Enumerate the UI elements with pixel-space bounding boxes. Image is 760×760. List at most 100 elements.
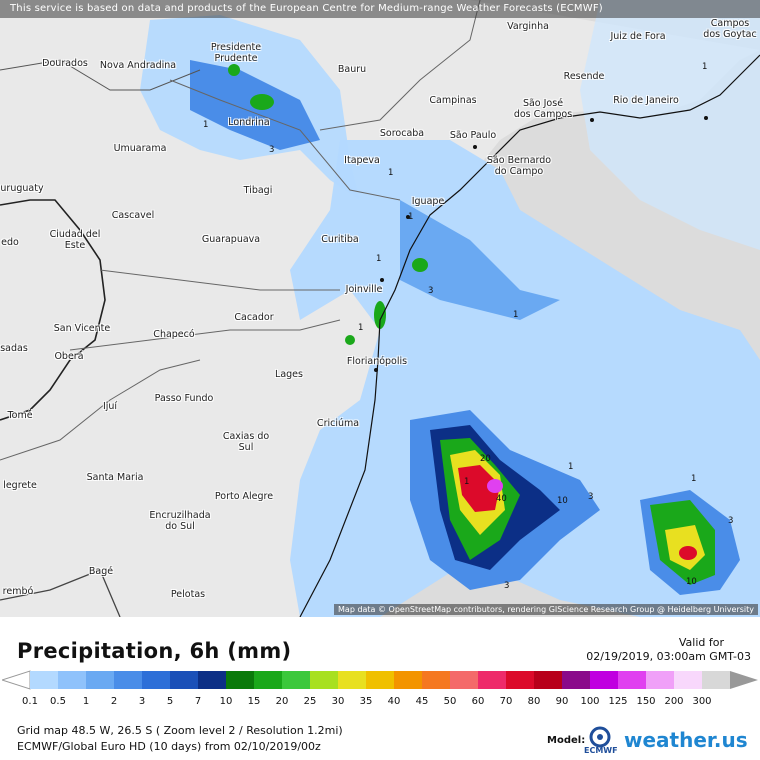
scale-swatch bbox=[478, 671, 506, 689]
contour-label: 3 bbox=[269, 145, 275, 155]
contour-label: 3 bbox=[504, 581, 510, 591]
country-border-2 bbox=[0, 569, 121, 617]
city-sao-jose[interactable]: São José dos Campos bbox=[513, 98, 573, 120]
contour-label: 10 bbox=[557, 496, 568, 506]
scale-swatch bbox=[562, 671, 590, 689]
city-rembo[interactable]: rembó bbox=[2, 586, 34, 597]
city-caxias[interactable]: Caxias do Sul bbox=[222, 431, 270, 453]
scale-swatch bbox=[86, 671, 114, 689]
contour-label: 3 bbox=[588, 492, 594, 502]
contour-label: 1 bbox=[691, 474, 697, 484]
green-cell-floripa bbox=[345, 335, 355, 345]
scale-arrow-left bbox=[2, 670, 31, 690]
city-tome[interactable]: Tomé bbox=[7, 410, 33, 421]
city-sao-paulo[interactable]: São Paulo bbox=[449, 130, 497, 141]
city-juiz-de-fora[interactable]: Juiz de Fora bbox=[610, 31, 666, 42]
scale-swatch bbox=[618, 671, 646, 689]
city-santa-maria[interactable]: Santa Maria bbox=[86, 472, 144, 483]
green-cell-coast bbox=[412, 258, 428, 272]
scale-swatch bbox=[226, 671, 254, 689]
city-bauru[interactable]: Bauru bbox=[337, 64, 367, 75]
city-campinas[interactable]: Campinas bbox=[429, 95, 477, 106]
city-resende[interactable]: Resende bbox=[563, 71, 605, 82]
city-cacador[interactable]: Cacador bbox=[234, 312, 274, 323]
contour-label: 1 bbox=[408, 212, 414, 222]
scale-swatch bbox=[254, 671, 282, 689]
city-obera[interactable]: Oberá bbox=[54, 351, 84, 362]
scale-tick-label: 45 bbox=[415, 696, 429, 707]
city-ciudad-del-este[interactable]: Ciudad del Este bbox=[49, 229, 101, 251]
green-cell-londrina bbox=[250, 94, 274, 110]
city-florianopolis[interactable]: Florianópolis bbox=[346, 356, 408, 367]
city-umuarama[interactable]: Umuarama bbox=[113, 143, 167, 154]
city-itapeva[interactable]: Itapeva bbox=[344, 155, 380, 166]
scale-tick-label: 0.1 bbox=[22, 696, 38, 707]
storm2-core bbox=[679, 546, 697, 560]
city-dot bbox=[473, 145, 477, 149]
city-sadas[interactable]: sadas bbox=[0, 343, 28, 354]
scale-swatch bbox=[674, 671, 702, 689]
city-tibagi[interactable]: Tibagi bbox=[243, 185, 273, 196]
storm-ring-4 bbox=[458, 465, 500, 512]
country-border-1 bbox=[0, 199, 106, 421]
contour-label: 20 bbox=[480, 454, 491, 464]
map-attribution[interactable]: Map data © OpenStreetMap contributors, r… bbox=[334, 604, 758, 615]
scale-tick-label: 15 bbox=[247, 696, 261, 707]
scale-swatch bbox=[338, 671, 366, 689]
model-run-info: ECMWF/Global Euro HD (10 days) from 02/1… bbox=[17, 740, 321, 753]
weather-us-logo[interactable]: weather.us bbox=[624, 728, 748, 752]
rain-band-1 bbox=[400, 200, 560, 320]
city-uruguaty[interactable]: uruguaty bbox=[0, 183, 44, 194]
scale-swatch bbox=[310, 671, 338, 689]
city-criciuma[interactable]: Criciúma bbox=[316, 418, 360, 429]
scale-swatch bbox=[506, 671, 534, 689]
scale-tick-label: 7 bbox=[194, 696, 202, 707]
contour-label: 1 bbox=[358, 323, 364, 333]
scale-arrow-right bbox=[730, 671, 758, 689]
city-joinville[interactable]: Joinville bbox=[345, 284, 383, 295]
city-dot bbox=[704, 116, 708, 120]
city-dourados[interactable]: Dourados bbox=[42, 58, 88, 69]
scale-tick-label: 35 bbox=[359, 696, 373, 707]
contour-label: 3 bbox=[728, 516, 734, 526]
scale-swatch bbox=[170, 671, 198, 689]
city-sorocaba[interactable]: Sorocaba bbox=[379, 128, 425, 139]
scale-swatch bbox=[450, 671, 478, 689]
ecmwf-logo-icon bbox=[589, 726, 611, 748]
city-legrete[interactable]: legrete bbox=[3, 480, 37, 491]
grid-info: Grid map 48.5 W, 26.5 S ( Zoom level 2 /… bbox=[17, 724, 343, 737]
precipitation-map[interactable]: This service is based on data and produc… bbox=[0, 0, 760, 617]
city-londrina[interactable]: Londrina bbox=[228, 117, 270, 128]
city-presidente-prudente[interactable]: Presidente Prudente bbox=[210, 42, 262, 64]
city-encruzilhada[interactable]: Encruzilhada do Sul bbox=[149, 510, 211, 532]
city-lages[interactable]: Lages bbox=[275, 369, 303, 380]
city-iguape[interactable]: Iguape bbox=[411, 196, 445, 207]
scale-tick-label: 125 bbox=[608, 696, 628, 707]
city-bage[interactable]: Bagé bbox=[88, 566, 114, 577]
contour-label: 1 bbox=[376, 254, 382, 264]
city-san-vicente[interactable]: San Vicente bbox=[53, 323, 111, 334]
city-edo[interactable]: edo bbox=[1, 237, 19, 248]
city-curitiba[interactable]: Curitiba bbox=[321, 234, 359, 245]
city-campos[interactable]: Campos dos Goytac bbox=[703, 18, 757, 40]
city-rio[interactable]: Rio de Janeiro bbox=[613, 95, 679, 106]
scale-swatch bbox=[282, 671, 310, 689]
city-ijui[interactable]: Ijuí bbox=[102, 401, 118, 412]
scale-swatch bbox=[394, 671, 422, 689]
green-cell-joinville bbox=[374, 301, 386, 329]
city-cascavel[interactable]: Cascavel bbox=[111, 210, 155, 221]
contour-label: 1 bbox=[203, 120, 209, 130]
city-sao-bernardo[interactable]: São Bernardo do Campo bbox=[486, 155, 552, 177]
storm-core bbox=[487, 479, 503, 493]
city-guarapuava[interactable]: Guarapuava bbox=[201, 234, 261, 245]
city-nova-andradina[interactable]: Nova Andradina bbox=[99, 60, 177, 71]
scale-tick-label: 40 bbox=[387, 696, 401, 707]
state-border-4 bbox=[0, 359, 201, 461]
city-chapeco[interactable]: Chapecó bbox=[153, 329, 195, 340]
scale-tick-label: 20 bbox=[275, 696, 289, 707]
city-passo-fundo[interactable]: Passo Fundo bbox=[154, 393, 214, 404]
city-pelotas[interactable]: Pelotas bbox=[170, 589, 206, 600]
scale-tick-label: 80 bbox=[527, 696, 541, 707]
city-varginha[interactable]: Varginha bbox=[507, 21, 549, 32]
city-porto-alegre[interactable]: Porto Alegre bbox=[214, 491, 274, 502]
